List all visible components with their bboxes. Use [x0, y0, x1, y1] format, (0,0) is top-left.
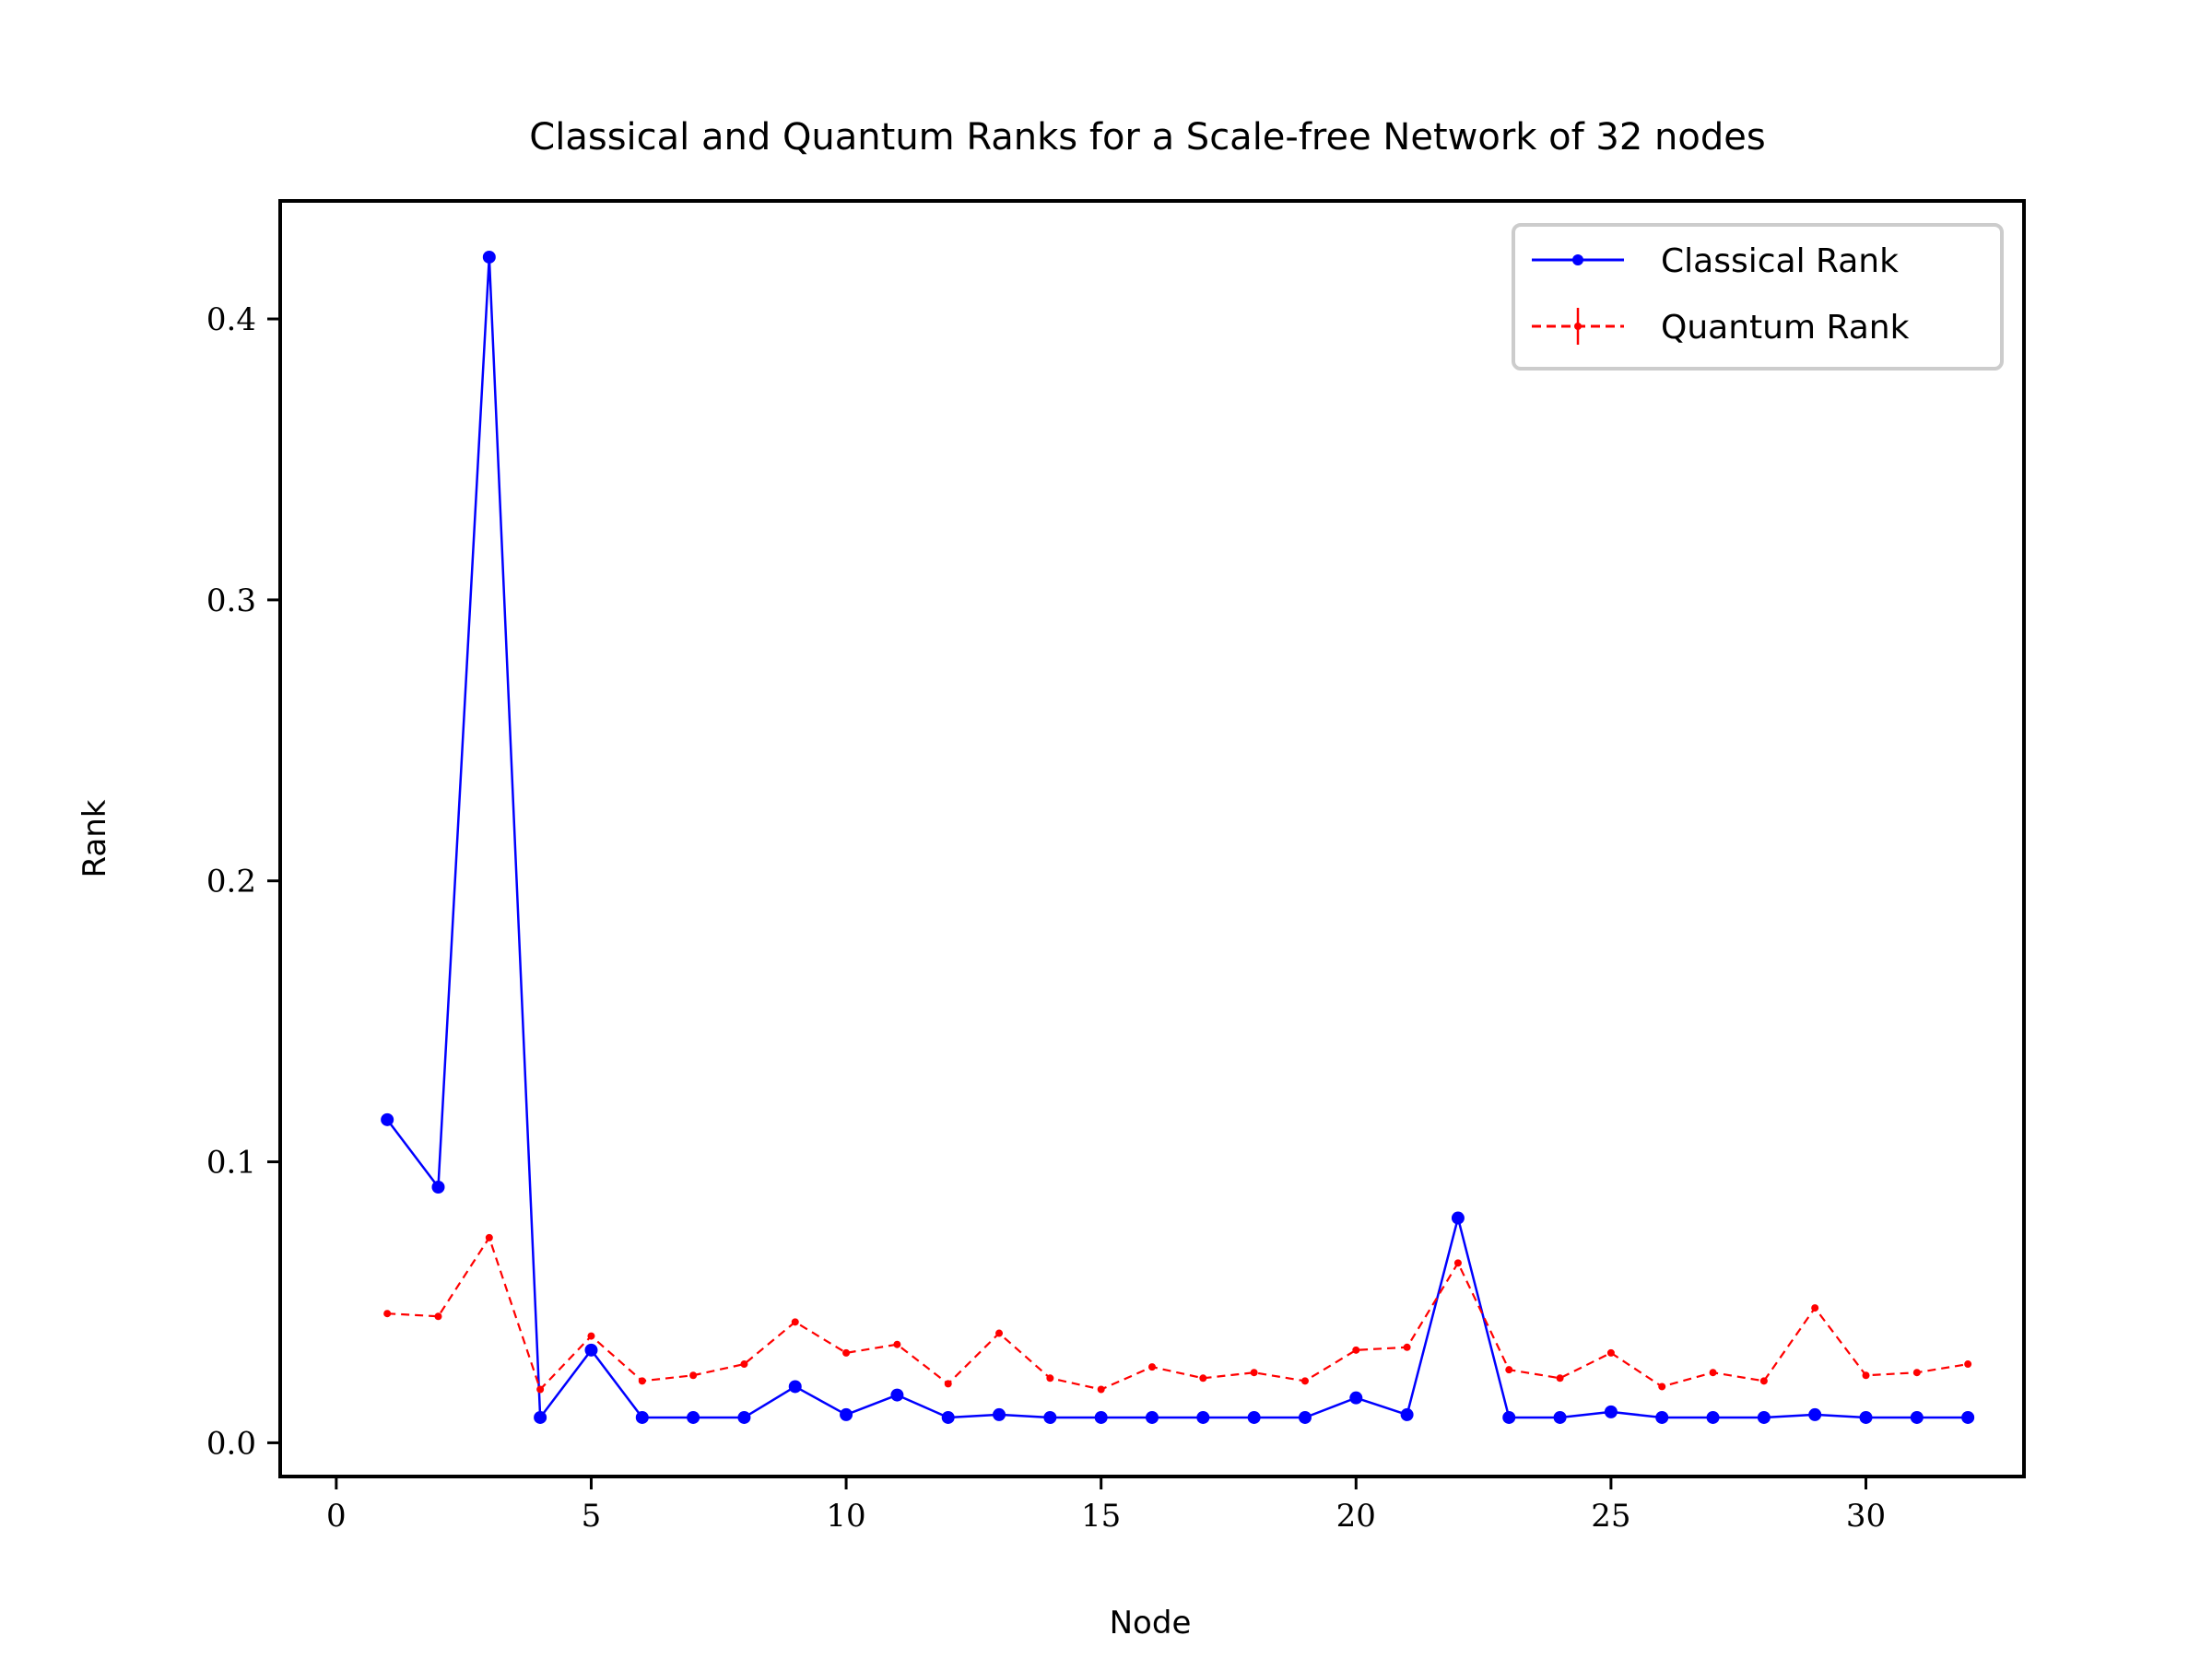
quantum-rank-point: [1556, 1374, 1564, 1382]
quantum-rank-point: [1912, 1369, 1921, 1377]
series-layer: [381, 250, 1975, 1424]
legend-box: [1512, 223, 2004, 371]
y-tick-label: 0.4: [206, 301, 256, 338]
quantum-rank-point: [383, 1310, 392, 1318]
y-tick-label: 0.2: [206, 864, 256, 900]
x-tick-label: 15: [1081, 1498, 1121, 1535]
classical-rank-point: [1757, 1410, 1771, 1424]
classical-rank-line: [386, 255, 1969, 1419]
classical-rank-point: [1859, 1410, 1873, 1424]
quantum-rank-point: [638, 1377, 646, 1385]
quantum-rank-point: [1403, 1343, 1411, 1351]
classical-rank-point: [635, 1410, 649, 1424]
quantum-rank-point: [791, 1318, 799, 1326]
classical-rank-point: [482, 250, 496, 264]
quantum-rank-point: [1606, 1348, 1615, 1357]
quantum-rank-point: [1658, 1382, 1666, 1391]
classical-rank-point: [737, 1410, 751, 1424]
quantum-rank-point: [1453, 1259, 1462, 1267]
quantum-rank-point: [1199, 1374, 1207, 1382]
legend-entry-classical: Classical Rank: [1532, 242, 1899, 280]
x-axis-ticks: 0 5 10 15 20 25 30: [326, 1477, 1886, 1535]
classical-rank-point: [1400, 1407, 1414, 1421]
x-tick-label: 0: [326, 1498, 347, 1535]
y-axis-label: Rank: [76, 799, 113, 877]
classical-rank-point: [788, 1380, 802, 1394]
quantum-rank-point: [1250, 1369, 1258, 1377]
plot-frame: [278, 199, 2026, 1478]
classical-rank-point: [1502, 1410, 1516, 1424]
quantum-rank-point: [740, 1360, 748, 1369]
legend-classical-label: Classical Rank: [1661, 242, 1899, 280]
quantum-rank-point: [1148, 1363, 1156, 1371]
quantum-rank-point: [536, 1385, 545, 1394]
quantum-rank-point: [842, 1348, 851, 1357]
classical-rank-point: [584, 1343, 598, 1357]
classical-rank-point: [993, 1407, 1006, 1421]
y-tick-label: 0.1: [206, 1145, 256, 1182]
quantum-rank-point: [1862, 1371, 1870, 1380]
quantum-rank-point: [1964, 1360, 1972, 1369]
quantum-rank-point: [689, 1371, 698, 1380]
quantum-rank-point: [1352, 1346, 1360, 1354]
quantum-rank-point: [995, 1329, 1004, 1337]
quantum-rank-point: [1811, 1304, 1819, 1312]
classical-rank-point: [1553, 1410, 1567, 1424]
quantum-rank-point: [587, 1332, 595, 1340]
x-tick-label: 30: [1846, 1498, 1886, 1535]
quantum-rank-point: [893, 1340, 901, 1348]
classical-rank-point: [381, 1112, 394, 1126]
x-tick-label: 20: [1336, 1498, 1376, 1535]
classical-rank-point: [1808, 1407, 1822, 1421]
classical-rank-point: [1094, 1410, 1108, 1424]
classical-rank-point: [1146, 1410, 1159, 1424]
classical-rank-point: [687, 1410, 700, 1424]
classical-rank-point: [941, 1410, 955, 1424]
classical-rank-point: [890, 1388, 904, 1402]
legend: Classical Rank Quantum Rank: [1512, 223, 2004, 371]
classical-rank-point: [840, 1407, 853, 1421]
quantum-rank-line: [387, 1236, 1969, 1391]
classical-rank-point: [1910, 1410, 1924, 1424]
quantum-rank-point: [1759, 1377, 1768, 1385]
x-tick-label: 10: [826, 1498, 865, 1535]
classical-rank-point: [1349, 1391, 1363, 1405]
classical-rank-point: [1655, 1410, 1669, 1424]
x-tick-label: 5: [582, 1498, 602, 1535]
quantum-rank-point: [434, 1312, 442, 1321]
quantum-rank-point: [1505, 1366, 1513, 1374]
legend-quantum-label: Quantum Rank: [1661, 309, 1910, 347]
classical-rank-point: [1298, 1410, 1312, 1424]
quantum-rank-point: [1097, 1385, 1105, 1394]
classical-rank-point: [534, 1410, 547, 1424]
x-tick-label: 25: [1591, 1498, 1630, 1535]
classical-rank-point: [1604, 1405, 1618, 1418]
y-tick-label: 0.3: [206, 582, 256, 619]
classical-rank-point: [1196, 1410, 1210, 1424]
quantum-rank-point: [1046, 1374, 1054, 1382]
y-axis-ticks: 0.0 0.1 0.2 0.3 0.4: [206, 301, 280, 1462]
quantum-rank-point: [485, 1233, 493, 1241]
y-tick-label: 0.0: [206, 1425, 256, 1462]
classical-rank-point: [1247, 1410, 1261, 1424]
classical-rank-point: [431, 1181, 445, 1194]
quantum-rank-point: [944, 1380, 952, 1388]
x-axis-label: Node: [1110, 1605, 1192, 1641]
quantum-rank-point: [1300, 1377, 1309, 1385]
classical-rank-point: [1451, 1211, 1465, 1225]
quantum-rank-point: [1709, 1369, 1717, 1377]
classical-rank-point: [1043, 1410, 1057, 1424]
legend-entry-quantum: Quantum Rank: [1532, 308, 1910, 347]
classical-rank-point: [1706, 1410, 1720, 1424]
legend-quantum-marker: [1574, 323, 1582, 330]
legend-classical-marker: [1572, 254, 1583, 265]
classical-rank-point: [1961, 1410, 1975, 1424]
chart-title: Classical and Quantum Ranks for a Scale-…: [529, 116, 1765, 159]
